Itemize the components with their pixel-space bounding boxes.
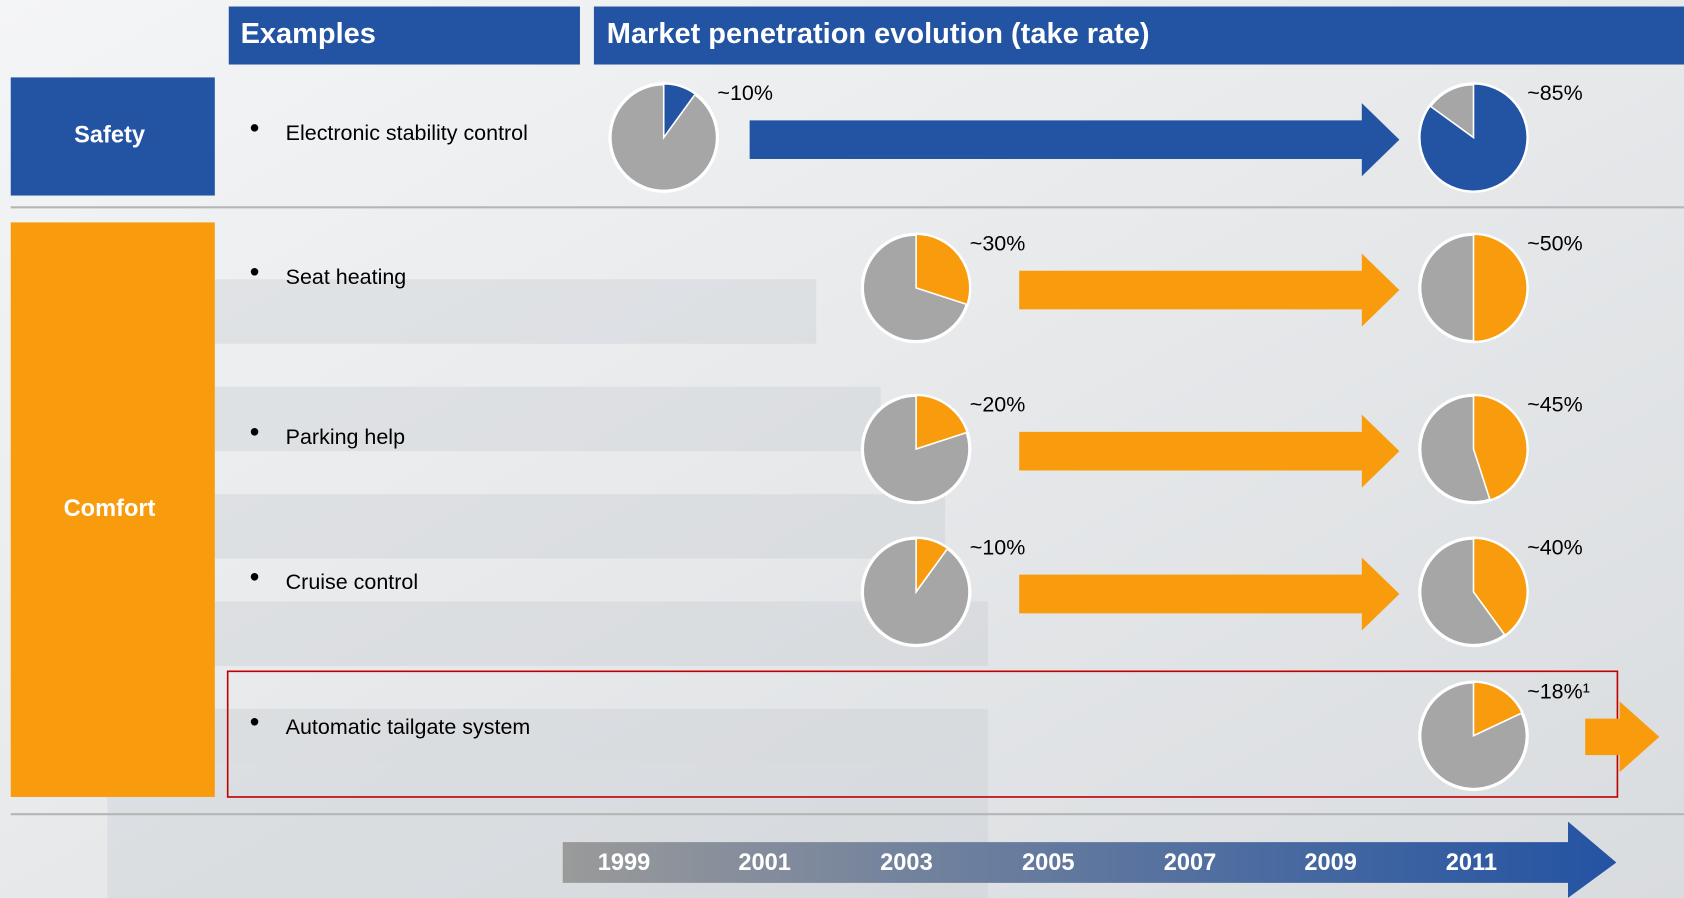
pie-label: ~10% (970, 536, 1026, 560)
bullet (250, 718, 259, 726)
arrow (1019, 414, 1400, 488)
example: Cruise control (286, 570, 418, 594)
pie-slice (1472, 233, 1529, 343)
pie-label: ~40% (1527, 536, 1583, 560)
arrow (1019, 557, 1400, 631)
pie-label: ~50% (1527, 232, 1583, 256)
pie-label: ~30% (970, 232, 1026, 256)
bullet (250, 428, 259, 436)
group-box (10, 222, 215, 797)
timeline-year: 2003 (880, 850, 933, 876)
pie-label: ~45% (1527, 393, 1583, 417)
bullet (250, 573, 259, 581)
example: Parking help (286, 425, 405, 449)
example: Seat heating (286, 265, 407, 289)
pie-label: ~10% (717, 81, 773, 105)
header-box (593, 6, 1684, 65)
example: Electronic stability control (286, 121, 528, 145)
pie-slice (915, 394, 969, 451)
building-silhouette (107, 279, 989, 898)
pie-slice (662, 83, 697, 141)
header-box (228, 6, 580, 65)
arrow (1585, 701, 1660, 773)
bullet (250, 268, 259, 276)
group-box (10, 77, 215, 196)
timeline-year: 2007 (1164, 850, 1217, 876)
timeline-year: 2011 (1446, 850, 1497, 876)
timeline-year: 1999 (598, 850, 651, 876)
pie-slice (1419, 83, 1528, 193)
arrow (1019, 253, 1400, 327)
example: Automatic tailgate system (286, 715, 531, 739)
pie-label: ~18%¹ (1527, 679, 1590, 703)
pie-slice (915, 537, 949, 595)
arrow (749, 103, 1400, 177)
timeline-year: 2005 (1022, 850, 1075, 876)
timeline-arrow (562, 821, 1617, 898)
pie-slice (1472, 681, 1524, 738)
header-evolution: Market penetration evolution (take rate) (607, 18, 1150, 50)
timeline-year: 2001 (738, 850, 791, 876)
group-label: Safety (74, 123, 145, 149)
timeline-year: 2009 (1304, 850, 1357, 876)
pie-slice (1472, 394, 1528, 502)
pie-slice (1472, 537, 1528, 637)
pie-slice (915, 233, 971, 306)
group-label: Comfort (64, 496, 156, 522)
header-examples: Examples (241, 18, 376, 50)
pie-label: ~85% (1527, 81, 1583, 105)
pie-label: ~20% (970, 393, 1026, 417)
bullet (250, 124, 259, 132)
